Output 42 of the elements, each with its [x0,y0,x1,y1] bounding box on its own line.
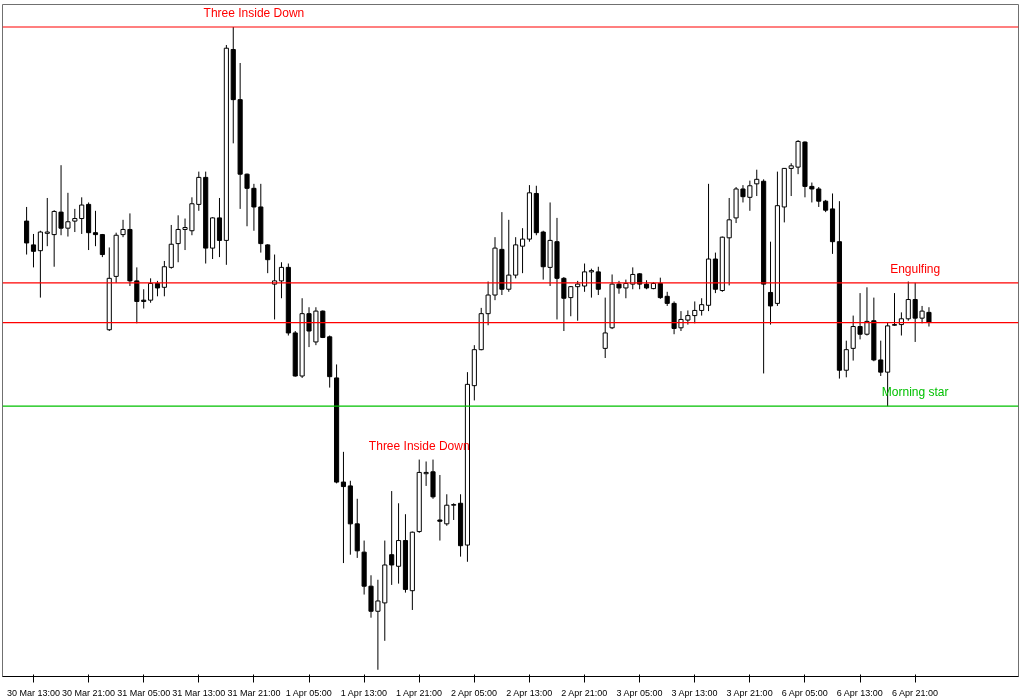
candlestick [272,254,278,320]
candlestick [519,227,526,274]
candlestick [340,451,347,564]
candlestick [595,266,601,296]
x-tick-label: 30 Mar 21:00 [62,687,116,698]
candlestick [575,280,581,322]
candlestick [588,268,594,299]
x-tick-label: 2 Apr 13:00 [506,687,553,698]
x-tick-label: 30 Mar 13:00 [6,687,61,698]
x-tick-label: 6 Apr 21:00 [891,687,938,698]
annotation: Engulfing [890,261,941,276]
candlestick [216,197,223,258]
candlestick [265,243,271,274]
x-tick-label: 6 Apr 13:00 [836,687,883,698]
candlestick [692,300,698,324]
candlestick [843,340,849,378]
x-tick-label: 2 Apr 21:00 [561,687,608,698]
candlestick [891,292,898,327]
candlestick [148,277,154,304]
x-tick-label: 1 Apr 05:00 [285,687,332,698]
x-tick-label: 1 Apr 13:00 [340,687,387,698]
x-tick-label: 3 Apr 21:00 [726,687,773,698]
x-tick-label: 31 Mar 21:00 [227,687,281,698]
candlestick [92,210,99,247]
candlestick [30,233,37,268]
annotation: Three Inside Down [203,6,305,20]
x-tick-label: 1 Apr 21:00 [395,687,443,698]
x-tick-label: 3 Apr 13:00 [671,687,718,698]
x-tick-label: 31 Mar 05:00 [117,687,171,698]
candlestick [602,297,608,359]
x-tick-label: 3 Apr 05:00 [616,687,663,698]
candlestick [767,241,774,326]
candlestick [37,230,43,299]
candlestick [161,260,167,297]
candlestick [24,206,30,256]
x-tick-label: 31 Mar 13:00 [172,687,226,698]
candlestick [278,261,285,299]
candlestick [168,224,174,270]
x-tick-label: 2 Apr 05:00 [451,687,498,698]
x-tick-label: 6 Apr 05:00 [781,687,828,698]
candlestick [581,263,588,293]
candlestick [754,169,760,197]
